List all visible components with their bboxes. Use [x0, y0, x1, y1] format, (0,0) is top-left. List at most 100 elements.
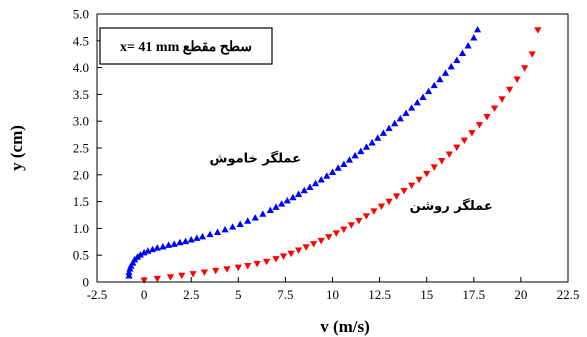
- data-point: [468, 130, 476, 137]
- data-point: [164, 241, 173, 248]
- data-point: [206, 230, 214, 238]
- data-point: [317, 237, 325, 245]
- data-point: [212, 267, 220, 275]
- series-1: [140, 27, 542, 284]
- x-tick-label: 10: [326, 287, 339, 302]
- data-point: [374, 134, 382, 141]
- data-point: [272, 203, 280, 210]
- data-point: [278, 200, 286, 207]
- data-point: [213, 228, 222, 236]
- data-point: [170, 240, 178, 247]
- series-layer: [125, 25, 542, 284]
- series-annotation: عملگر روشن: [410, 198, 493, 214]
- x-tick-label: 12.5: [368, 287, 391, 302]
- data-point: [266, 206, 274, 214]
- y-tick-label: 0.5: [73, 248, 89, 263]
- legend-box-text: x= 41 mm سطح مقطع: [120, 40, 252, 55]
- data-point: [379, 129, 387, 136]
- ticks-layer: -2.5 0 2.5 5 7.5 10 12.5 15 17.5 20 22.500.51.01.5…: [73, 7, 580, 303]
- y-tick-label: 1.5: [73, 194, 89, 209]
- x-tick-label: -2.5: [87, 287, 108, 302]
- data-point: [458, 49, 467, 57]
- x-tick-label: 5: [235, 287, 242, 302]
- data-point: [136, 251, 144, 258]
- plot-frame: [96, 13, 569, 283]
- data-point: [153, 275, 161, 283]
- data-point: [402, 109, 410, 117]
- x-tick-label: 20: [514, 287, 527, 302]
- y-tick-label: 1.0: [73, 221, 89, 236]
- data-point: [325, 234, 333, 241]
- data-point: [153, 244, 161, 251]
- data-point: [187, 236, 195, 243]
- y-tick-label: 2.5: [73, 141, 89, 156]
- legend-box-frame: [99, 27, 273, 65]
- y-tick-label: 2.0: [73, 167, 89, 182]
- y-tick-label: 3.5: [73, 87, 89, 102]
- data-point: [490, 105, 499, 112]
- data-point: [198, 232, 207, 240]
- data-point: [423, 170, 431, 178]
- data-point: [253, 260, 261, 268]
- y-tick-label: 4.5: [73, 33, 89, 48]
- data-point: [178, 272, 186, 280]
- data-point: [351, 151, 359, 159]
- data-point: [300, 186, 308, 194]
- data-point: [234, 264, 242, 272]
- data-point: [340, 226, 348, 234]
- x-axis-title: v (m/s): [320, 317, 370, 336]
- data-point: [347, 222, 355, 229]
- x-tick-label: 17.5: [462, 287, 485, 302]
- data-point: [306, 183, 314, 191]
- data-point: [294, 247, 303, 254]
- data-point: [419, 93, 427, 100]
- data-point: [294, 190, 303, 197]
- data-point: [453, 144, 461, 152]
- data-point: [460, 137, 468, 145]
- data-point: [236, 220, 244, 227]
- data-point: [408, 104, 416, 111]
- data-point: [385, 124, 393, 132]
- x-tick-label: 7.5: [277, 287, 293, 302]
- data-point: [362, 213, 371, 220]
- data-point: [223, 266, 231, 273]
- data-point: [521, 65, 529, 72]
- data-point: [332, 230, 340, 237]
- data-point: [159, 243, 167, 250]
- data-point: [447, 62, 455, 70]
- data-point: [340, 160, 348, 167]
- data-point: [259, 210, 267, 217]
- data-point: [464, 42, 472, 49]
- data-point: [166, 274, 175, 281]
- data-point: [357, 147, 365, 155]
- data-point: [400, 188, 408, 195]
- data-point: [355, 218, 363, 225]
- x-tick-label: 0: [141, 287, 148, 302]
- data-point: [193, 234, 201, 241]
- data-point: [534, 27, 542, 34]
- data-point: [251, 214, 259, 221]
- data-point: [200, 269, 208, 276]
- data-point: [244, 217, 252, 224]
- y-axis-title: y (cm): [7, 125, 26, 171]
- data-point: [229, 223, 237, 230]
- data-point: [408, 182, 416, 190]
- y-tick-label: 0: [83, 275, 90, 290]
- data-point: [323, 172, 331, 179]
- data-point: [430, 81, 438, 89]
- data-point: [317, 176, 325, 183]
- annotation-layer: عملگر خاموش عملگر روشن: [210, 150, 493, 214]
- data-point: [498, 96, 506, 103]
- data-point: [505, 86, 514, 94]
- data-point: [470, 33, 478, 41]
- data-point: [413, 98, 421, 106]
- data-point: [334, 164, 342, 171]
- data-point: [475, 122, 484, 129]
- data-point: [311, 179, 320, 187]
- data-point: [473, 25, 482, 33]
- y-tick-label: 3.0: [73, 114, 89, 129]
- data-point: [189, 271, 197, 278]
- data-point: [441, 69, 450, 76]
- data-point: [385, 198, 393, 206]
